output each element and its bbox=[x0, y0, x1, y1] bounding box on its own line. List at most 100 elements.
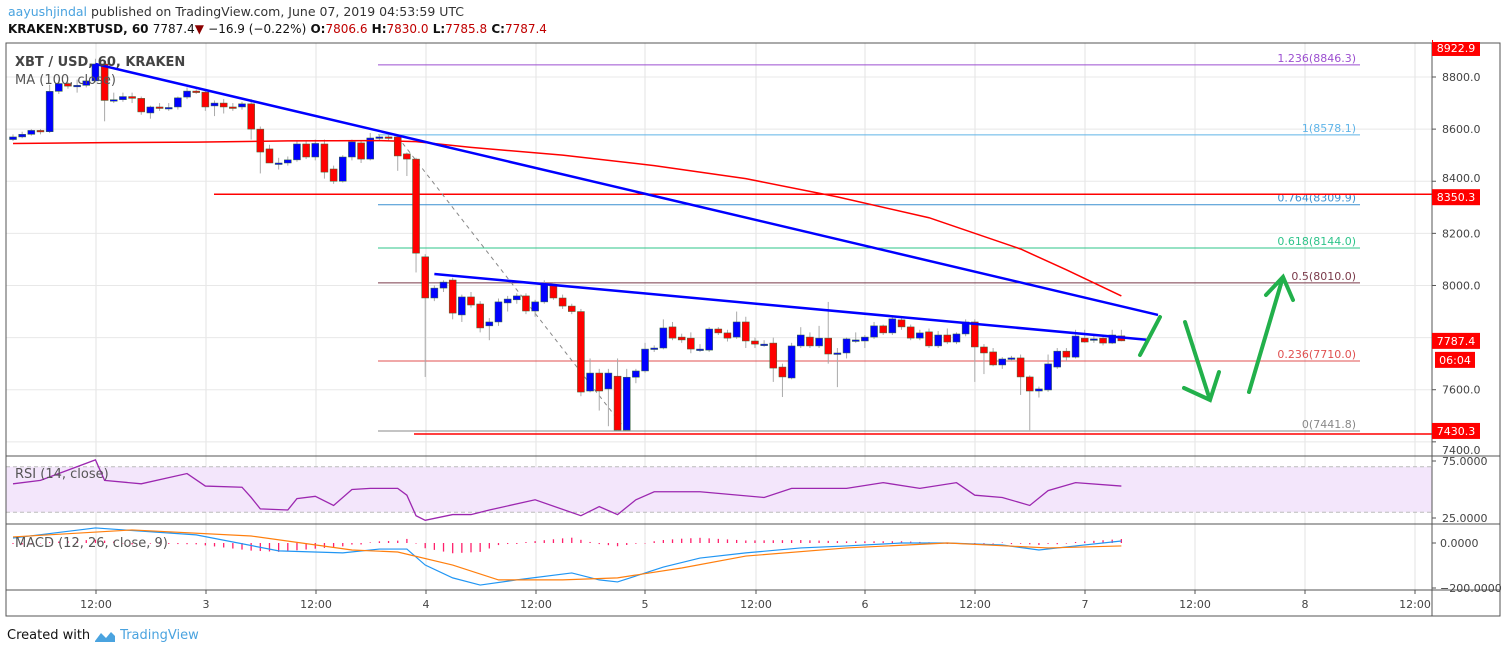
candle-up bbox=[870, 325, 878, 338]
x-tick-label: 12:00 bbox=[959, 598, 991, 611]
candle-down bbox=[613, 375, 622, 431]
candle-up bbox=[375, 136, 384, 139]
tradingview-logo-icon bbox=[95, 631, 116, 642]
x-tick-label: 6 bbox=[862, 598, 869, 611]
candle-down bbox=[906, 326, 915, 339]
candle-up bbox=[82, 80, 91, 86]
candle-up bbox=[760, 343, 768, 346]
candle-up bbox=[73, 85, 81, 88]
ma-100-line bbox=[12, 139, 1122, 297]
candle-down bbox=[677, 336, 686, 341]
open-label: O: bbox=[310, 22, 326, 36]
candle-down bbox=[357, 142, 365, 160]
tradingview-link[interactable]: TradingView bbox=[120, 628, 199, 643]
candle-up bbox=[494, 301, 503, 323]
down-triangle-icon: ▼ bbox=[194, 22, 204, 36]
y-tick-label: 7600.0 bbox=[1442, 384, 1481, 397]
x-tick-label: 12:00 bbox=[740, 598, 772, 611]
candle-up bbox=[934, 334, 942, 347]
candle-up bbox=[146, 106, 155, 114]
ma-legend[interactable]: MA (100, close) bbox=[15, 73, 116, 88]
candle-down bbox=[476, 303, 484, 329]
signal-line bbox=[12, 529, 1122, 581]
candle-down bbox=[412, 158, 420, 254]
candle-down bbox=[1026, 376, 1034, 392]
price-tag-label: 06:04 bbox=[1439, 354, 1471, 367]
x-tick-label: 5 bbox=[642, 598, 649, 611]
candle-up bbox=[1053, 350, 1061, 368]
rsi-tick-label: 25.0000 bbox=[1442, 512, 1488, 525]
candle-up bbox=[348, 141, 356, 158]
candle-up bbox=[540, 283, 549, 303]
green-arrow-down bbox=[1182, 320, 1221, 403]
high-label: H: bbox=[371, 22, 387, 36]
macd-legend[interactable]: MACD (12, 26, close, 9) bbox=[15, 536, 168, 551]
fib-level-label: 0(7441.8) bbox=[1302, 418, 1356, 431]
open-value: 7806.6 bbox=[325, 22, 368, 36]
candle-up bbox=[916, 332, 924, 339]
candle-down bbox=[448, 279, 457, 314]
candle-down bbox=[403, 153, 411, 160]
candle-up bbox=[650, 347, 658, 350]
candle-up bbox=[604, 372, 613, 390]
candle-down bbox=[1016, 357, 1025, 378]
candle-down bbox=[879, 325, 887, 334]
candle-up bbox=[632, 370, 640, 378]
price-tag bbox=[1432, 189, 1480, 206]
candle-up bbox=[797, 334, 805, 347]
candle-down bbox=[219, 102, 228, 108]
indicator-panels bbox=[6, 459, 1432, 586]
candle-up bbox=[833, 352, 842, 355]
price-tag bbox=[1432, 39, 1480, 56]
candle-up bbox=[622, 376, 631, 431]
x-tick-label: 12:00 bbox=[80, 598, 112, 611]
high-value: 7830.0 bbox=[386, 22, 429, 36]
candle-up bbox=[842, 338, 851, 354]
y-tick-label: 8400.0 bbox=[1442, 172, 1481, 185]
candle-down bbox=[320, 143, 329, 173]
candle-down bbox=[751, 340, 759, 345]
rsi-band bbox=[6, 466, 1432, 513]
candle-down bbox=[778, 366, 787, 378]
candle-up bbox=[815, 337, 823, 347]
candle-down bbox=[577, 311, 585, 393]
candle-down bbox=[155, 106, 164, 109]
candle-down bbox=[980, 346, 988, 354]
candle-up bbox=[27, 130, 36, 135]
candle-up bbox=[274, 162, 283, 165]
candle-down bbox=[192, 90, 200, 93]
candle-down bbox=[943, 334, 952, 343]
author-link[interactable]: aayushjindal bbox=[8, 4, 88, 19]
candle-down bbox=[687, 337, 695, 350]
candle-up bbox=[586, 372, 594, 392]
rsi-legend[interactable]: RSI (14, close) bbox=[15, 467, 109, 482]
candle-down bbox=[1062, 350, 1071, 358]
price-change: −16.9 (−0.22%) bbox=[208, 22, 307, 36]
green-arrow-up bbox=[1247, 273, 1295, 394]
x-tick-label: 3 bbox=[203, 598, 210, 611]
candle-up bbox=[366, 137, 374, 160]
symbol-info: KRAKEN:XBTUSD, 60 7787.4▼ −16.9 (−0.22%)… bbox=[8, 22, 547, 36]
candle-down bbox=[1080, 337, 1089, 343]
candle-up bbox=[430, 287, 439, 299]
candle-down bbox=[36, 130, 45, 133]
candle-down bbox=[229, 106, 237, 109]
trendline bbox=[434, 272, 1149, 342]
candle-up bbox=[164, 107, 173, 110]
symbol: KRAKEN:XBTUSD, 60 bbox=[8, 22, 149, 36]
low-label: L: bbox=[432, 22, 446, 36]
candle-down bbox=[769, 342, 778, 369]
candle-up bbox=[18, 134, 26, 138]
candle-down bbox=[971, 321, 979, 348]
candle-up bbox=[55, 83, 63, 92]
macd-line bbox=[12, 527, 1122, 586]
trendline bbox=[95, 62, 1159, 317]
publish-info: aayushjindal published on TradingView.co… bbox=[8, 4, 464, 19]
candle-down bbox=[668, 326, 677, 339]
price-tag bbox=[1435, 351, 1475, 368]
candle-down bbox=[64, 83, 72, 87]
candle-up bbox=[998, 358, 1007, 366]
candle-up bbox=[311, 143, 320, 158]
candle-down bbox=[201, 91, 210, 108]
